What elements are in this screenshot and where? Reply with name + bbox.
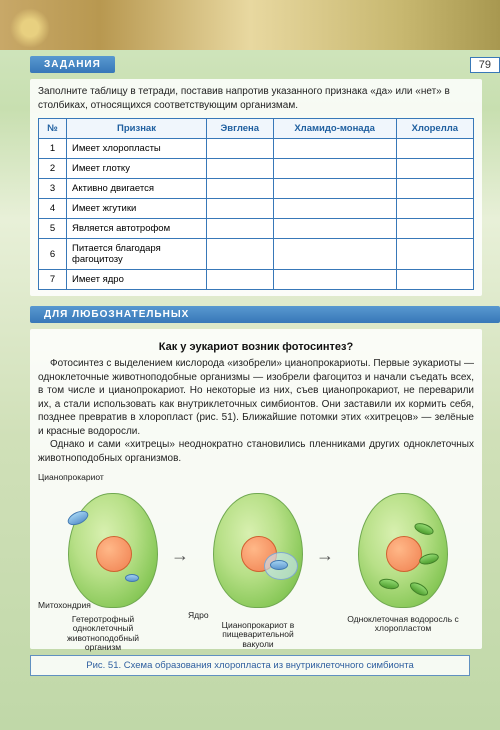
- table-row: 6Питается благодаря фагоцитозу: [39, 239, 474, 270]
- label-vacuole: Цианопрокариот в пищеварительной вакуоли: [208, 621, 308, 649]
- table-body: 1Имеет хлоропласты 2Имеет глотку 3Активн…: [39, 139, 474, 290]
- cyano-icon: [65, 508, 90, 528]
- chloroplast-icon: [378, 577, 399, 590]
- cell-2: [213, 493, 303, 608]
- figure-caption: Рис. 51. Схема образования хлоропласта и…: [30, 655, 470, 676]
- arrow-icon: →: [316, 545, 334, 566]
- tasks-content: Заполните таблицу в тетради, поставив на…: [30, 79, 482, 296]
- tasks-tag: ЗАДАНИЯ: [30, 56, 115, 73]
- col-euglena: Эвглена: [207, 119, 274, 139]
- table-row: 5Является автотрофом: [39, 219, 474, 239]
- cell-3: [358, 493, 448, 608]
- col-feature: Признак: [67, 119, 207, 139]
- col-num: №: [39, 119, 67, 139]
- mito-icon: [125, 574, 139, 582]
- page-number: 79: [470, 57, 500, 73]
- paragraph-1: Фотосинтез с выделением кислорода «изобр…: [38, 357, 474, 438]
- cyano-in-vacuole: [270, 560, 288, 570]
- vacuole-icon: [264, 552, 298, 580]
- col-chlamy: Хламидо-монада: [273, 119, 396, 139]
- header-bar: ЗАДАНИЯ 79: [0, 56, 500, 73]
- label-nucleus: Ядро: [188, 611, 209, 620]
- instruction-text: Заполните таблицу в тетради, поставив на…: [38, 85, 474, 112]
- curious-content: Как у эукариот возник фотосинтез? Фотоси…: [30, 329, 482, 649]
- paragraph-2: Однако и сами «хитрецы» неоднократно ста…: [38, 438, 474, 465]
- col-chlorella: Хлорелла: [396, 119, 473, 139]
- label-hetero: Гетеротрофный одноклеточный животноподоб…: [48, 615, 158, 652]
- diagram: Цианопрокариот → → Митохондрия Ядро Гете…: [38, 473, 474, 643]
- section-title: Как у эукариот возник фотосинтез?: [38, 341, 474, 353]
- table-row: 3Активно двигается: [39, 179, 474, 199]
- nucleus-icon: [96, 536, 132, 572]
- table-row: 4Имеет жгутики: [39, 199, 474, 219]
- table-row: 7Имеет ядро: [39, 270, 474, 290]
- label-cyano: Цианопрокариот: [38, 473, 104, 482]
- table-row: 1Имеет хлоропласты: [39, 139, 474, 159]
- label-algae: Одноклеточная водоросль с хлоропластом: [338, 615, 468, 634]
- curious-tag: ДЛЯ ЛЮБОЗНАТЕЛЬНЫХ: [30, 306, 500, 323]
- chloroplast-icon: [413, 521, 435, 537]
- top-decor: [0, 0, 500, 50]
- chloroplast-icon: [408, 580, 430, 599]
- nucleus-icon: [386, 536, 422, 572]
- table-row: 2Имеет глотку: [39, 159, 474, 179]
- features-table: № Признак Эвглена Хламидо-монада Хлорелл…: [38, 118, 474, 290]
- label-mito: Митохондрия: [38, 601, 91, 610]
- cell-1: [68, 493, 158, 608]
- arrow-icon: →: [171, 545, 189, 566]
